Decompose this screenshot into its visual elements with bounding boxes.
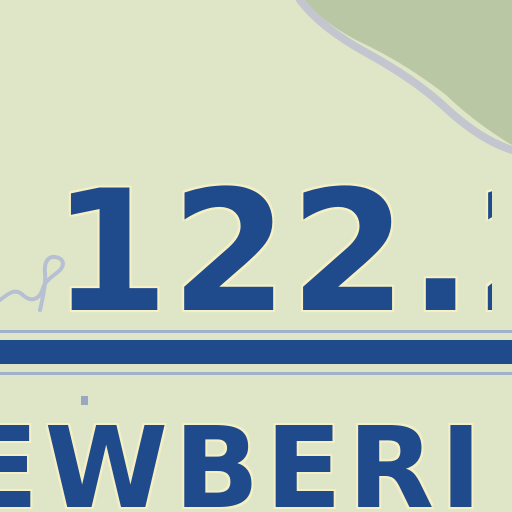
airspace-line-top (0, 330, 512, 333)
waterway (0, 254, 65, 312)
terrain-area (305, 0, 512, 145)
small-marker (81, 396, 88, 405)
facility-name-label: EWBERI (0, 404, 488, 512)
airspace-boundary-line (0, 340, 512, 364)
frequency-label: 122.2 (52, 172, 492, 332)
airspace-line-bottom (0, 372, 512, 375)
terrain-boundary (296, 0, 512, 154)
